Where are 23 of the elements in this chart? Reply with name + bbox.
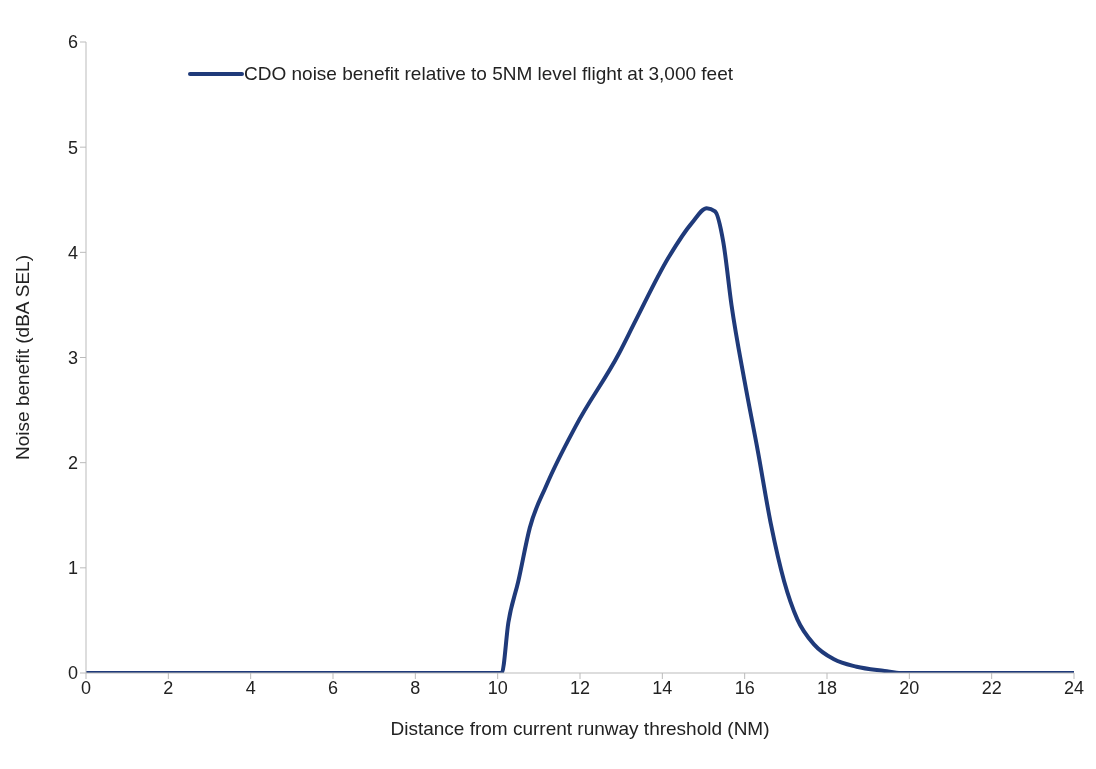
x-tick-label: 2 <box>163 677 174 698</box>
x-tick-label: 8 <box>410 677 421 698</box>
y-axis-title: Noise benefit (dBA SEL) <box>11 255 33 460</box>
x-tick-label: 4 <box>245 677 256 698</box>
x-axis-title: Distance from current runway threshold (NM) <box>390 718 770 739</box>
y-tick-label: 1 <box>67 558 78 579</box>
x-tick-label: 14 <box>652 677 673 698</box>
x-tick-label: 18 <box>816 677 838 698</box>
y-tick-label: 6 <box>67 32 78 53</box>
y-tick-label: 2 <box>67 453 78 474</box>
x-tick-label: 22 <box>981 677 1002 698</box>
legend-label: CDO noise benefit relative to 5NM level flight at 3,000 feet <box>244 63 733 85</box>
x-tick-label: 10 <box>487 677 508 698</box>
x-tick-label: 16 <box>734 677 755 698</box>
x-tick-label: 20 <box>899 677 920 698</box>
x-tick-label: 0 <box>80 677 92 698</box>
y-tick-label: 4 <box>67 242 78 263</box>
y-tick-label: 3 <box>67 347 78 368</box>
x-tick-label: 6 <box>327 677 339 698</box>
y-tick-label: 0 <box>67 663 78 684</box>
x-tick-label: 12 <box>569 677 591 698</box>
x-tick-label: 24 <box>1063 677 1085 698</box>
y-tick-label: 5 <box>67 137 78 158</box>
